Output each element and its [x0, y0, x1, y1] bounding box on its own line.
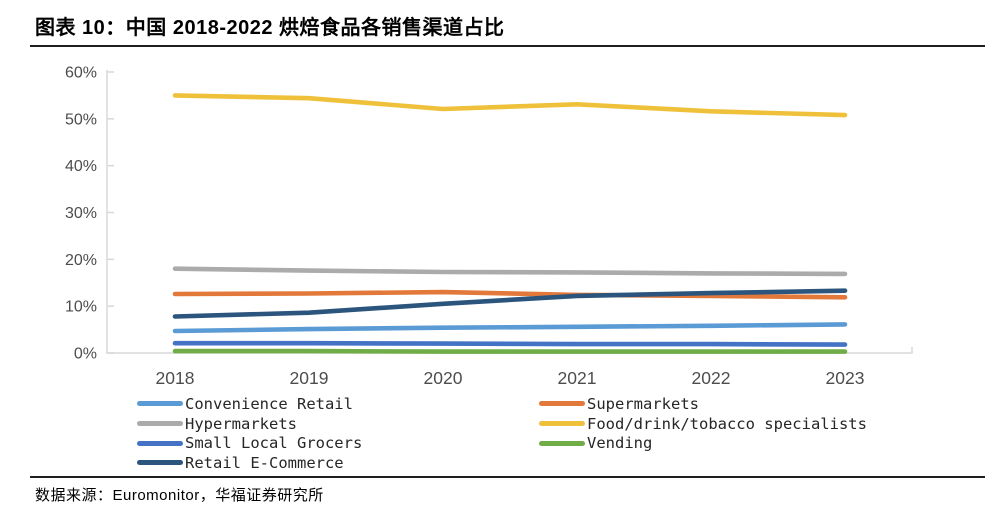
data-source-note: 数据来源：Euromonitor，华福证券研究所	[35, 487, 324, 504]
footer-divider	[30, 476, 985, 478]
x-axis-label: 2022	[692, 368, 731, 388]
legend-swatch-small-local-grocers	[137, 440, 183, 446]
legend-swatch-convenience-retail	[137, 401, 183, 407]
y-axis-label: 50%	[65, 111, 97, 128]
legend-swatch-supermarkets	[539, 401, 585, 407]
legend-item-convenience-retail: Convenience Retail	[137, 394, 362, 414]
legend-swatch-hypermarkets	[137, 421, 183, 427]
legend-item-food-drink-tobacco-specialists: Food/drink/tobacco specialists	[539, 414, 867, 434]
x-axis-label: 2020	[424, 368, 463, 388]
legend-item-hypermarkets: Hypermarkets	[137, 414, 362, 434]
series-line-food-drink-tobacco-specialists	[172, 93, 848, 118]
y-axis-label: 30%	[65, 205, 97, 222]
legend-swatch-vending	[539, 440, 585, 446]
legend-swatch-retail-e-commerce	[137, 460, 183, 466]
title-divider	[30, 45, 985, 47]
legend-label-food-drink-tobacco-specialists: Food/drink/tobacco specialists	[587, 414, 867, 433]
legend-label-supermarkets: Supermarkets	[587, 394, 699, 413]
figure-title: 图表 10：中国 2018-2022 烘焙食品各销售渠道占比	[35, 17, 505, 39]
legend-label-hypermarkets: Hypermarkets	[185, 414, 297, 433]
legend-label-vending: Vending	[587, 434, 653, 453]
legend-swatch-food-drink-tobacco-specialists	[539, 421, 585, 427]
series-line-supermarkets	[172, 289, 848, 300]
series-line-retail-e-commerce	[172, 288, 848, 319]
legend-item-supermarkets: Supermarkets	[539, 394, 867, 414]
series-line-small-local-grocers	[172, 340, 848, 347]
legend-label-convenience-retail: Convenience Retail	[185, 394, 353, 413]
y-axis-label: 40%	[65, 158, 97, 175]
x-axis-label: 2018	[156, 368, 195, 388]
legend-label-retail-e-commerce: Retail E-Commerce	[185, 453, 344, 472]
x-axis-label: 2019	[290, 368, 329, 388]
x-axis-label: 2021	[558, 368, 597, 388]
y-axis-label: 60%	[65, 65, 97, 82]
x-axis-label: 2023	[826, 368, 865, 388]
y-axis-label: 10%	[65, 299, 97, 316]
legend-item-vending: Vending	[539, 433, 867, 453]
y-axis-label: 0%	[74, 346, 97, 363]
legend-column-right: Supermarkets Food/drink/tobacco specialis…	[539, 394, 867, 453]
series-line-hypermarkets	[172, 266, 848, 277]
y-axis-label: 20%	[65, 252, 97, 269]
legend-column-left: Convenience Retail Hypermarkets Small Loca…	[137, 394, 362, 473]
series-line-convenience-retail	[172, 322, 848, 334]
legend-item-retail-e-commerce: Retail E-Commerce	[137, 453, 362, 473]
legend-label-small-local-grocers: Small Local Grocers	[185, 434, 363, 453]
legend-item-small-local-grocers: Small Local Grocers	[137, 433, 362, 453]
series-line-vending	[172, 348, 848, 354]
